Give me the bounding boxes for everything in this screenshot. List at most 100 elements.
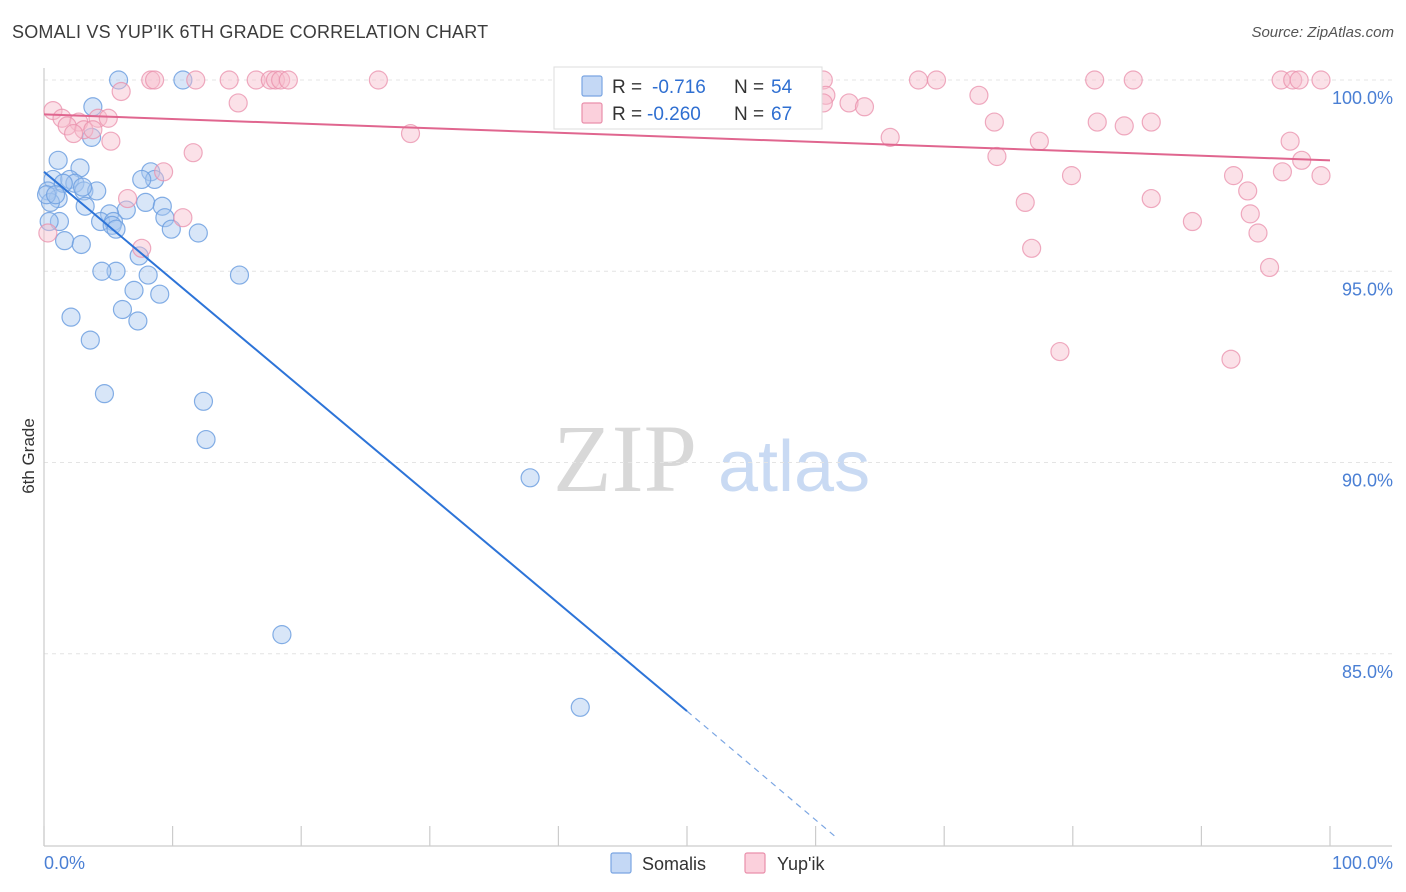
somalis-point-40 (112, 299, 133, 320)
somalis-point-13 (87, 181, 107, 201)
yupik-point-15 (1085, 70, 1105, 90)
yupik-point-44 (1280, 131, 1300, 151)
yupik-point-62 (38, 223, 58, 243)
y-tick-label-0: 100.0% (1332, 88, 1393, 108)
yupik-point-58 (1240, 204, 1260, 224)
somalis-point-52 (72, 177, 93, 197)
stats-n-label-somalis: N = (734, 77, 764, 98)
yupik-point-49 (153, 162, 174, 182)
yupik-point-38 (984, 112, 1004, 132)
yupik-point-1 (144, 70, 165, 90)
somalis-point-37 (229, 265, 250, 285)
somalis-point-34 (106, 261, 126, 281)
somalis-point-51 (53, 173, 73, 193)
yupik-point-53 (1311, 166, 1331, 186)
somalis-point-31 (54, 231, 75, 251)
yupik-point-16 (1123, 70, 1143, 90)
somalis-point-19 (152, 196, 172, 216)
y-tick-label-3: 85.0% (1342, 662, 1393, 682)
yupik-point-64 (1022, 238, 1042, 258)
somalis-point-10 (132, 169, 152, 190)
somalis-point-33 (129, 246, 149, 266)
legend-label-somalis: Somalis (642, 854, 706, 874)
somalis-point-35 (138, 265, 158, 285)
yupik-point-7 (271, 70, 291, 90)
chart-title: SOMALI VS YUP'IK 6TH GRADE CORRELATION C… (12, 22, 489, 42)
yupik-point-20 (1311, 70, 1331, 90)
chart-source: Source: ZipAtlas.com (1251, 24, 1394, 41)
yupik-point-24 (839, 93, 859, 113)
yupik-point-3 (219, 70, 239, 90)
somalis-point-38 (124, 280, 144, 300)
legend-swatch-somalis (610, 852, 632, 874)
stats-r-label-somalis: R = (612, 77, 642, 98)
somalis-point-23 (49, 211, 70, 232)
somalis-point-27 (106, 219, 126, 239)
stats-r-label-yupik: R = (612, 104, 642, 125)
somalis-point-0 (108, 70, 129, 90)
somalis-point-28 (161, 219, 181, 239)
x-tick-labels: 0.0% 100.0% (44, 853, 1393, 873)
somalis-point-43 (80, 330, 100, 350)
yupik-point-65 (1259, 257, 1280, 278)
yupik-point-4 (246, 70, 266, 90)
somalis-trend-extension (686, 710, 837, 838)
somalis-point-46 (196, 429, 216, 450)
yupik-point-30 (88, 108, 108, 128)
watermark-atlas: atlas (718, 427, 870, 507)
yupik-point-67 (1221, 349, 1241, 369)
yupik-point-14 (926, 70, 947, 90)
yupik-point-37 (400, 123, 421, 144)
yupik-point-55 (117, 188, 138, 209)
yupik-point-54 (1238, 181, 1258, 201)
yupik-point-35 (83, 120, 103, 140)
somalis-point-36 (92, 261, 112, 281)
yupik-point-47 (987, 146, 1007, 167)
somalis-point-48 (272, 625, 292, 645)
somalis-point-42 (128, 311, 148, 331)
somalis-trend-line (43, 171, 688, 712)
stats-r-value-somalis: -0.716 (652, 77, 706, 98)
yupik-point-45 (101, 131, 121, 151)
yupik-point-21 (111, 81, 131, 102)
somalis-point-41 (61, 307, 81, 327)
yupik-point-36 (63, 123, 84, 144)
yupik-point-27 (228, 93, 248, 113)
yupik-point-43 (1029, 131, 1049, 151)
gridlines (44, 79, 1392, 655)
y-tick-label-1: 95.0% (1342, 279, 1393, 299)
yupik-point-39 (1087, 112, 1107, 132)
yupik-point-40 (1114, 116, 1134, 136)
yupik-point-26 (969, 85, 989, 105)
somalis-point-45 (193, 391, 214, 411)
yupik-point-46 (183, 143, 203, 163)
yupik-point-66 (1050, 341, 1070, 362)
yupik-point-51 (1223, 166, 1244, 186)
legend-swatch-yupik (744, 852, 766, 874)
y-axis-title: 6th Grade (19, 418, 38, 494)
somalis-point-26 (102, 215, 122, 235)
somalis-point-44 (94, 384, 115, 404)
yupik-point-56 (1015, 192, 1035, 212)
somalis-point-3 (81, 127, 102, 147)
stats-r-value-yupik: -0.260 (647, 104, 701, 125)
stats-legend-swatch-somalis (581, 75, 603, 97)
x-tick-label-left: 0.0% (44, 853, 85, 873)
axes (43, 68, 1392, 847)
y-tick-labels: 100.0% 95.0% 90.0% 85.0% (1332, 88, 1393, 682)
yupik-point-25 (854, 97, 875, 117)
yupik-point-42 (880, 127, 900, 147)
yupik-trend-line (43, 113, 1331, 162)
somalis-point-18 (135, 192, 156, 212)
trend-lines (43, 113, 1331, 838)
yupik-point-2 (186, 70, 206, 90)
watermark: ZIP atlas (553, 405, 870, 512)
yupik-point-59 (173, 208, 193, 228)
stats-n-value-yupik: 67 (771, 104, 792, 125)
somalis-point-39 (150, 284, 170, 304)
stats-n-value-somalis: 54 (771, 77, 793, 98)
stats-legend: R = -0.716 N = 54 R = -0.260 N = 67 (553, 66, 823, 130)
yupik-point-18 (1283, 70, 1303, 90)
yupik-point-60 (1182, 211, 1202, 232)
